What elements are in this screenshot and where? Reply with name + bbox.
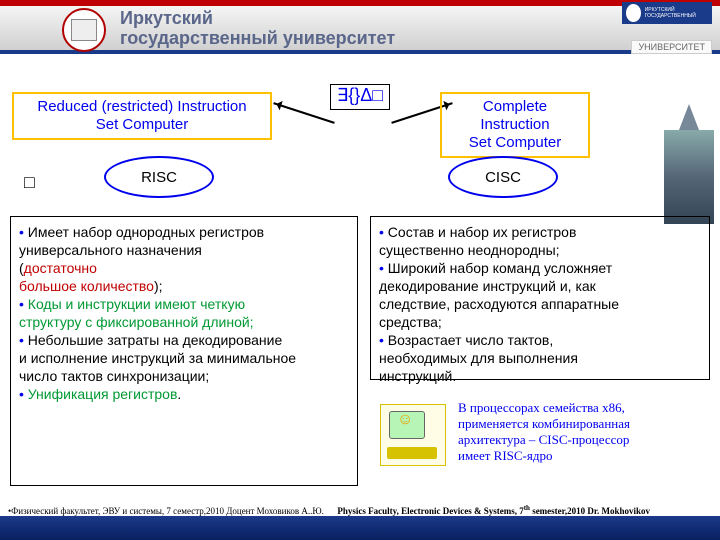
university-badge: ИРКУТСКИЙ ГОСУДАРСТВЕННЫЙ (622, 2, 712, 24)
risc-p1d-red: большое количество (19, 278, 154, 294)
uni-line1: Иркутский (120, 8, 213, 28)
cisc-p2d: средства; (379, 314, 442, 330)
cisc-title-l2: Set Computer (469, 134, 562, 151)
university-seal-icon (62, 8, 106, 52)
risc-p4a: Унификация регистров (24, 386, 178, 402)
cisc-p2c: следствие, расходуются аппаратные (379, 296, 619, 312)
risc-p3a: Небольшие затраты на декодирование (24, 332, 282, 348)
arrow-left-icon (273, 102, 334, 124)
risc-p1b: универсального назначения (19, 242, 202, 258)
footer-right-b: semester,2010 Dr. Mokhovikov (530, 506, 650, 516)
cisc-title-box: Complete Instruction Set Computer (440, 92, 590, 158)
cisc-p3c: инструкций. (379, 368, 456, 384)
university-name: Иркутский государственный университет (120, 8, 395, 48)
cisc-p3b: необходимых для выполнения (379, 350, 578, 366)
cisc-p1b: существенно неоднородны; (379, 242, 560, 258)
note-l1: В процессорах семейства x86, (458, 400, 625, 415)
cisc-p2a: Широкий набор команд усложняет (384, 260, 612, 276)
footer-right-a: Physics Faculty, Electronic Devices & Sy… (337, 506, 523, 516)
risc-title-l2: Set Computer (96, 116, 189, 133)
cisc-ellipse-label: CISC (485, 169, 521, 186)
note-l3: архитектура – CISC-процессор (458, 432, 629, 447)
small-square-icon: □ (24, 172, 35, 193)
uni-line2: государственный университет (120, 28, 395, 48)
risc-description-box: • Имеет набор однородных регистров униве… (10, 216, 358, 486)
risc-p2b: структуру с фиксированной длиной; (19, 314, 254, 330)
note-l2: применяется комбинированная (458, 416, 630, 431)
cisc-p2b: декодирование инструкций и, как (379, 278, 596, 294)
computer-cartoon-icon (380, 404, 446, 466)
cisc-title-l1: Complete Instruction (480, 98, 549, 133)
risc-ellipse-label: RISC (141, 169, 177, 186)
skyscraper-image (664, 130, 714, 224)
risc-title-l1: Reduced (restricted) Instruction (37, 98, 246, 115)
cisc-p3a: Возрастает число тактов, (384, 332, 553, 348)
note-l4: имеет RISC-ядро (458, 448, 552, 463)
risc-p1a: Имеет набор однородных регистров (24, 224, 264, 240)
cisc-description-box: • Состав и набор их регистров существенн… (370, 216, 710, 380)
risc-p1c-red: достаточно (24, 260, 97, 276)
center-symbol-box: ∃{}Δ□ (330, 84, 390, 110)
cisc-ellipse: CISC (448, 156, 558, 198)
footer-credits: •Физический факультет, ЭВУ и системы, 7 … (8, 504, 712, 516)
risc-p3b: и исполнение инструкций за минимальное (19, 350, 296, 366)
risc-title-box: Reduced (restricted) Instruction Set Com… (12, 92, 272, 140)
risc-p4b: . (177, 386, 181, 402)
risc-p3c: число тактов синхронизации; (19, 368, 209, 384)
university-label: УНИВЕРСИТЕТ (631, 40, 712, 54)
footer-blue-bar (0, 516, 720, 540)
footer-left: •Физический факультет, ЭВУ и системы, 7 … (8, 506, 324, 516)
risc-p2a: Коды и инструкции имеют четкую (24, 296, 245, 312)
risc-p1d-close: ); (154, 278, 163, 294)
badge-seal-icon (626, 4, 641, 22)
x86-note: В процессорах семейства x86, применяется… (458, 400, 710, 464)
risc-ellipse: RISC (104, 156, 214, 198)
cisc-p1a: Состав и набор их регистров (384, 224, 577, 240)
badge-text: ИРКУТСКИЙ ГОСУДАРСТВЕННЫЙ (645, 7, 712, 19)
